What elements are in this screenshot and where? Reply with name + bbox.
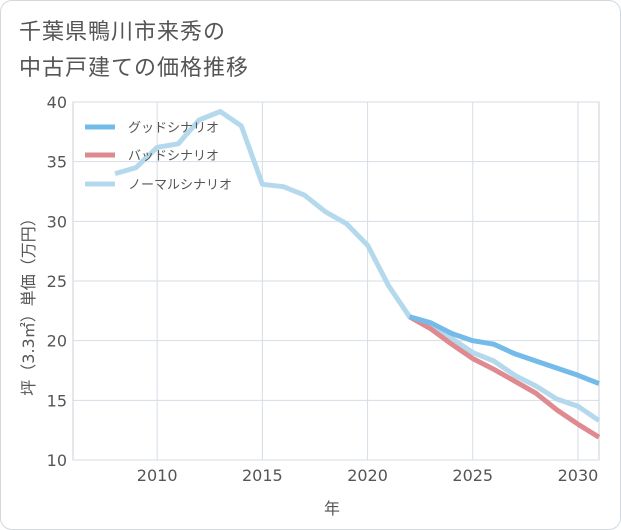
y-tick-label: 10 [47,451,67,470]
x-tick-label: 2020 [347,466,388,485]
legend-item-2[interactable]: ノーマルシナリオ [85,178,232,193]
legend-label: グッドシナリオ [128,121,219,136]
x-tick-label: 2015 [242,466,283,485]
y-tick-label: 25 [47,272,67,291]
legend-item-0[interactable]: グッドシナリオ [85,121,219,136]
chart-title: 千葉県鴨川市来秀の 中古戸建ての価格推移 [19,15,249,87]
legend-item-1[interactable]: バッドシナリオ [85,149,219,164]
y-tick-label: 30 [47,212,67,231]
series-line-2 [114,109,601,423]
series-line-0 [408,314,600,386]
legend-label: ノーマルシナリオ [128,178,232,193]
legend-label: バッドシナリオ [128,149,219,164]
y-tick-label: 40 [47,93,67,112]
grid [72,101,600,461]
x-axis-label: 年 [324,499,340,518]
x-tick-label: 2025 [452,466,493,485]
chart-title-line2: 中古戸建ての価格推移 [19,56,250,81]
y-axis-label: 坪（3.3㎡）単価（万円） [19,210,38,395]
chart-title-line1: 千葉県鴨川市来秀の [19,20,227,45]
x-tick-label: 2010 [137,466,178,485]
x-tick-label: 2030 [558,466,599,485]
series-line-1 [408,314,601,440]
y-tick-label: 15 [47,391,67,410]
y-tick-label: 20 [47,332,67,351]
y-tick-label: 35 [47,153,67,172]
series-lines [114,109,601,440]
